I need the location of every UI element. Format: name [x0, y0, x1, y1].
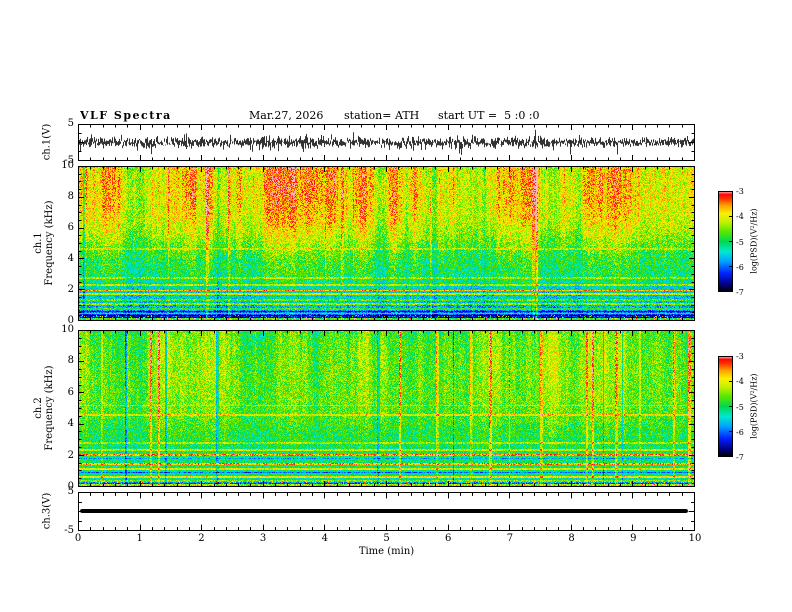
plot-date: Mar.27, 2026 — [249, 109, 324, 122]
colorbar-tick-label: -7 — [736, 453, 744, 462]
ch2-frequency-tick-label: 0 — [67, 481, 74, 492]
ch2-frequency-unit-label: Frequency (kHz) — [44, 365, 55, 451]
ch1-frequency-tick-label: 2 — [67, 284, 74, 295]
time-tick-label: 4 — [321, 533, 328, 544]
ch1-frequency-tick-label: 8 — [67, 191, 74, 202]
ch2-frequency-tick-label: 6 — [67, 386, 74, 398]
ch2-frequency-tick-label: 4 — [67, 418, 74, 430]
colorbar-tick-label: -3 — [736, 352, 744, 361]
time-tick-label: 0 — [74, 533, 82, 544]
ch1-voltage-tick-label: 5 — [67, 118, 74, 129]
ch3-voltage-tick-label: -5 — [64, 525, 74, 536]
colorbar-tick-label: -7 — [736, 288, 744, 297]
ch1-colorbar — [718, 191, 733, 292]
colorbar-tick-label: -5 — [736, 237, 744, 247]
ch1-colorbar-label: log(PSD)(V²/Hz) — [749, 208, 759, 274]
time-tick-label: 8 — [568, 533, 575, 544]
colorbar-tick-label: -5 — [736, 402, 744, 412]
ch2-colorbar — [718, 356, 733, 457]
ch1-voltage-tick-label: -5 — [64, 155, 74, 166]
ch1-frequency-axis-label: ch.1 Frequency (kHz) — [33, 200, 55, 285]
ch3-waveform-canvas — [78, 492, 695, 531]
colorbar-tick-label: -3 — [736, 187, 744, 196]
time-tick-label: 7 — [506, 533, 514, 544]
colorbar-tick-label: -4 — [736, 377, 744, 387]
ch2-colorbar-label: log(PSD)(V²/Hz) — [749, 373, 759, 439]
colorbar-tick-label: -4 — [736, 212, 744, 222]
ch2-frequency-axis-label: ch.2 Frequency (kHz) — [33, 365, 55, 450]
ch2-spectrogram-canvas — [78, 330, 695, 487]
ch1-spectrogram-canvas — [78, 166, 695, 321]
ch3-voltage-axis-label: ch.3(V) — [41, 492, 53, 530]
ch2-channel-label: ch.2 — [33, 397, 44, 419]
time-tick-label: 10 — [688, 533, 702, 544]
time-tick-label: 1 — [136, 533, 143, 544]
ch2-frequency-tick-label: 10 — [61, 324, 74, 335]
ch2-frequency-tick-label: 8 — [67, 355, 74, 367]
ch2-frequency-tick-label: 2 — [67, 449, 74, 461]
ch1-frequency-tick-label: 0 — [67, 315, 74, 326]
ch1-frequency-unit-label: Frequency (kHz) — [44, 200, 55, 286]
time-axis-label: Time (min) — [358, 546, 415, 557]
colorbar-tick-label: -6 — [736, 262, 744, 272]
time-tick-label: 2 — [198, 533, 205, 544]
ch1-channel-label: ch.1 — [33, 232, 44, 254]
time-tick-label: 5 — [383, 533, 390, 544]
time-tick-label: 3 — [259, 533, 267, 544]
time-tick-label: 6 — [445, 533, 452, 544]
ch1-frequency-tick-label: 4 — [67, 253, 74, 264]
plot-title: VLF Spectra — [80, 109, 172, 122]
time-tick-label: 9 — [630, 533, 637, 544]
colorbar-tick-label: -6 — [736, 427, 744, 437]
ch1-frequency-tick-label: 6 — [67, 222, 74, 233]
ch1-frequency-tick-label: 10 — [61, 160, 74, 171]
plot-start-ut: start UT = 5 :0 :0 — [438, 109, 540, 122]
plot-station: station= ATH — [344, 109, 420, 122]
ch1-waveform-canvas — [78, 124, 695, 161]
ch3-voltage-tick-label: 5 — [67, 486, 74, 497]
